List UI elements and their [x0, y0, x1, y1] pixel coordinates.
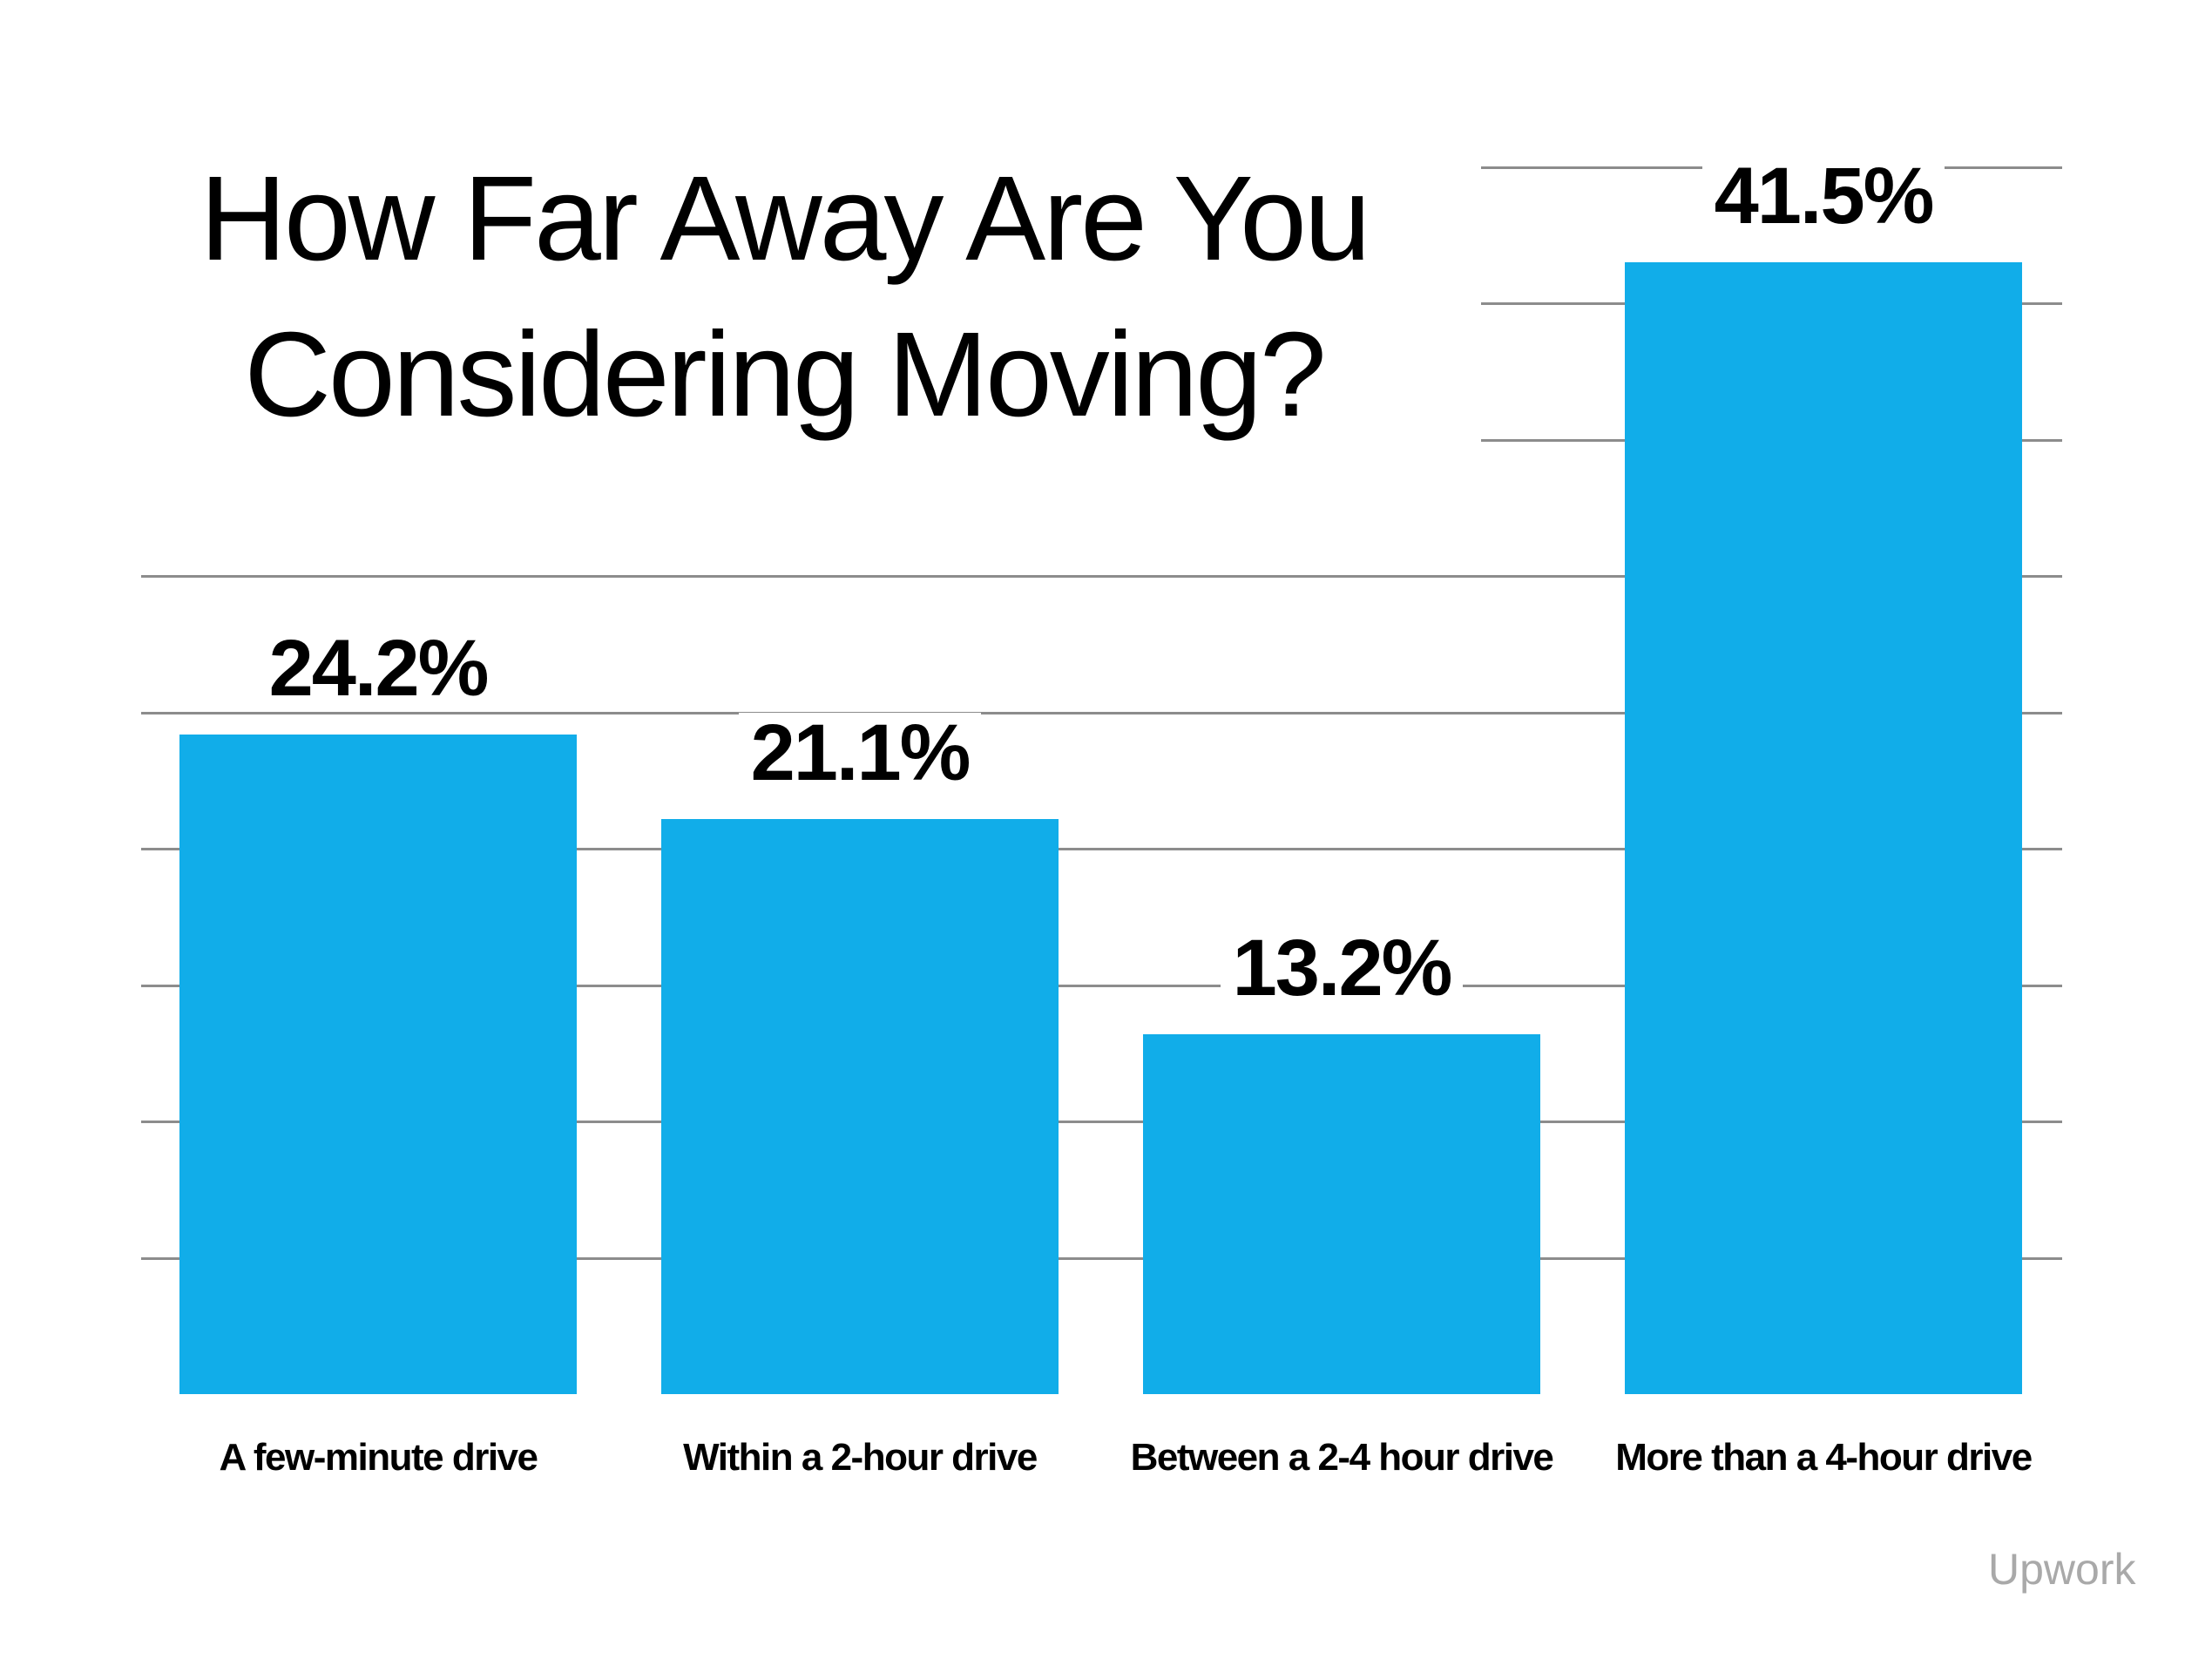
gridline: [141, 712, 2062, 714]
value-label-1: 24.2%: [117, 628, 639, 708]
chart-title-line-1: How Far Away Are You: [200, 152, 1370, 286]
bar-3: [1143, 1034, 1540, 1394]
chart-title-line-2: Considering Moving?: [244, 308, 1326, 443]
category-label-1: A few-minute drive: [219, 1436, 538, 1479]
chart-title: How Far Away Are You Considering Moving?: [87, 96, 1481, 497]
category-label-2: Within a 2-hour drive: [683, 1436, 1038, 1479]
value-label-3: 13.2%: [1080, 928, 1603, 1008]
bar-4: [1625, 262, 2022, 1394]
gridline: [141, 1121, 2062, 1123]
value-label-2: 21.1%: [599, 713, 1121, 793]
gridline: [141, 985, 2062, 987]
watermark: Upwork: [1988, 1545, 2136, 1594]
bar-2: [661, 819, 1059, 1394]
bar-1: [179, 735, 577, 1394]
gridline: [141, 848, 2062, 850]
gridline: [141, 575, 2062, 578]
category-label-3: Between a 2-4 hour drive: [1130, 1436, 1554, 1479]
gridline: [141, 1257, 2062, 1260]
category-label-4: More than a 4-hour drive: [1615, 1436, 2033, 1479]
